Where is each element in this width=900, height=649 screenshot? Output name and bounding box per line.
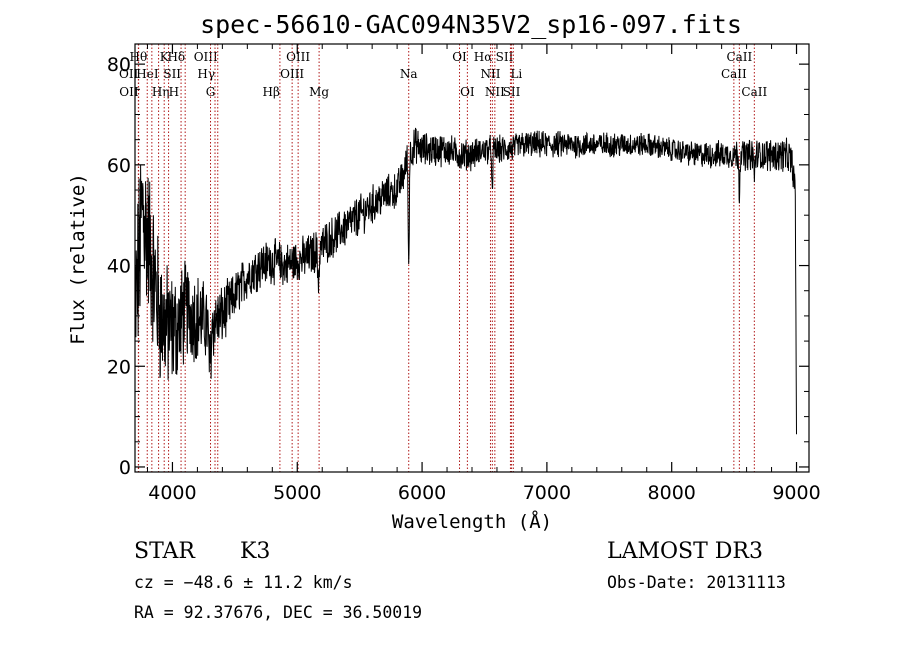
spectral-line-label: SII <box>503 85 521 99</box>
spectral-line-label: Hη <box>152 85 170 99</box>
spectral-line-label: CaII <box>721 67 747 81</box>
x-tick-label: 4000 <box>148 482 196 504</box>
spectral-line-label: CaII <box>726 50 752 64</box>
x-tick-label: 6000 <box>398 482 446 504</box>
spectral-line-label: Na <box>400 67 418 81</box>
x-axis-label: Wavelength (Å) <box>392 510 552 533</box>
y-tick-label: 40 <box>107 256 131 278</box>
spectral-line-label: SII <box>496 50 514 64</box>
object-subclass: K3 <box>240 539 271 564</box>
spectral-line-label: OIII <box>280 67 304 81</box>
spectral-line-label: Hγ <box>197 67 215 81</box>
spectral-line-label: OII <box>119 85 139 99</box>
sky-coordinates: RA = 92.37676, DEC = 36.50019 <box>134 603 423 622</box>
spectral-line-label: Hθ <box>130 50 148 64</box>
survey-name: LAMOST DR3 <box>607 539 763 564</box>
redshift-velocity: cz = −48.6 ± 11.2 km/s <box>134 573 353 592</box>
spectral-line-label: H <box>169 85 179 99</box>
y-tick-label: 80 <box>107 54 131 76</box>
x-tick-label: 8000 <box>648 482 696 504</box>
spectral-line-label: G <box>206 85 216 99</box>
spectral-line-label: NII <box>485 85 505 99</box>
y-axis-label: Flux (relative) <box>67 173 89 345</box>
spectral-line-label: Mg <box>309 85 329 99</box>
spectral-line-label: Hα <box>474 50 493 64</box>
spectral-line-label: SII <box>163 67 181 81</box>
axes-layer: 4000 5000 6000 7000 8000 9000 0 20 40 60 80 <box>107 44 821 504</box>
spectral-line-label: OI <box>452 50 467 64</box>
spectral-line-label: OIII <box>286 50 310 64</box>
spectral-line-label: NII <box>480 67 500 81</box>
y-tick-label: 60 <box>107 155 131 177</box>
spectral-line-label: OIII <box>194 50 218 64</box>
spectral-line-label: K <box>160 50 170 64</box>
spectral-line-label: Hδ <box>167 50 185 64</box>
plot-frame <box>134 43 810 473</box>
x-tick-label: 9000 <box>772 482 820 504</box>
spectral-line-label: CaII <box>741 85 767 99</box>
y-tick-label: 20 <box>107 356 131 378</box>
observation-date: Obs-Date: 20131113 <box>607 573 786 592</box>
y-tick-label: 0 <box>119 457 131 479</box>
object-class: STAR <box>134 539 195 564</box>
spectral-line-label: OI <box>460 85 475 99</box>
chart-title: spec-56610-GAC094N35V2_sp16-097.fits <box>200 10 742 39</box>
spectral-line-label: Hβ <box>263 85 280 99</box>
x-tick-label: 7000 <box>523 482 571 504</box>
x-tick-label: 5000 <box>273 482 321 504</box>
spectral-line-label: HeI <box>136 67 159 81</box>
spectral-line-label: OII <box>119 67 139 81</box>
spectrum-series-line <box>134 127 797 435</box>
spectral-line-label: Li <box>510 67 522 81</box>
